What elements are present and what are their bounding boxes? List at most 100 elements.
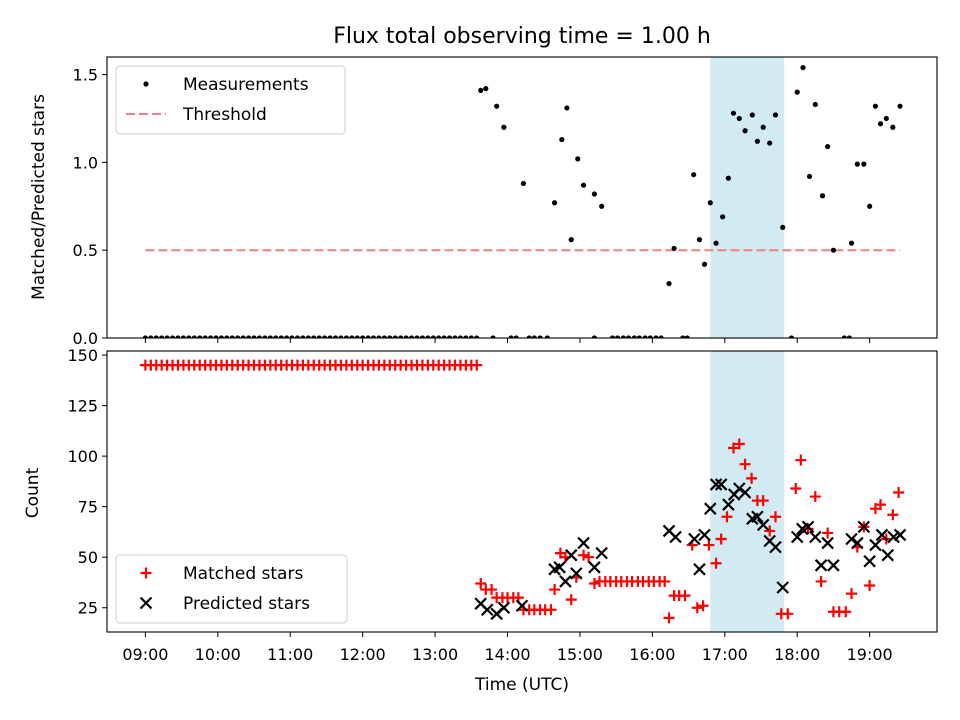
measurement-point <box>520 180 527 187</box>
measurement-point <box>625 335 632 338</box>
measurement-point <box>508 335 514 338</box>
predicted-star-marker <box>790 530 804 544</box>
measurement-point <box>854 161 860 167</box>
predicted-star-marker <box>559 575 572 588</box>
measurement-point <box>772 112 779 118</box>
measurement-point <box>457 335 464 338</box>
matched-star-marker <box>578 549 590 561</box>
bottom-legend: Matched stars Predicted stars <box>115 554 348 624</box>
measurement-point <box>872 103 879 109</box>
measurement-point <box>164 335 170 338</box>
measurement-point <box>658 335 664 338</box>
top-observing-window-span <box>710 57 785 338</box>
x-tick-label: 10:00 <box>195 645 241 664</box>
measurement-point <box>890 124 896 130</box>
measurement-point <box>153 335 159 338</box>
measurement-point <box>631 335 637 338</box>
measurement-point <box>370 335 377 338</box>
measurement-point <box>575 156 581 162</box>
predicted-star-marker <box>480 603 494 617</box>
top-series-0 <box>142 64 903 338</box>
measurement-point <box>343 335 349 338</box>
matched-star-marker <box>486 584 498 596</box>
bottom-y-tick-label: 100 <box>67 447 98 466</box>
x-tick-label: 13:00 <box>412 645 458 664</box>
measurement-point <box>360 335 366 338</box>
measurement-point <box>224 335 230 338</box>
measurement-point <box>289 335 295 338</box>
matched-star-marker <box>691 602 703 614</box>
measurement-point <box>680 335 686 338</box>
predicted-star-marker <box>776 581 790 594</box>
measurement-point <box>327 335 333 338</box>
top-axes-frame <box>106 56 938 339</box>
x-tick-label: 14:00 <box>484 645 530 664</box>
measurement-point <box>278 335 284 338</box>
top-panel: 0.0 0.5 1.0 1.5 Measurements Threshold <box>73 56 938 348</box>
bottom-series-0 <box>139 359 905 624</box>
measurement-point <box>414 335 420 338</box>
measurement-point <box>691 172 697 178</box>
legend-box <box>115 65 346 135</box>
measurement-point <box>387 335 393 338</box>
predicted-star-marker <box>577 536 590 550</box>
measurement-point <box>229 335 235 338</box>
measurement-point <box>338 335 344 338</box>
predicted-star-marker <box>857 520 871 534</box>
predicted-star-marker <box>875 528 889 542</box>
measurement-point <box>788 335 795 338</box>
measurement-point <box>305 335 311 338</box>
measurement-point <box>240 335 246 338</box>
measurement-point <box>354 335 360 338</box>
predicted-star-marker <box>851 536 864 550</box>
measurement-point <box>846 335 852 338</box>
measurement-point <box>207 335 214 338</box>
predicted-star-marker <box>893 528 907 542</box>
measurement-point <box>392 335 398 338</box>
measurement-point <box>284 335 290 338</box>
bottom-y-tick-label: 25 <box>78 599 98 618</box>
measurement-point <box>273 335 279 338</box>
measurement-point <box>376 335 382 338</box>
measurement-point <box>526 335 532 338</box>
x-tick-label: 12:00 <box>340 645 386 664</box>
predicted-star-marker <box>669 530 682 544</box>
matched-star-marker <box>733 438 745 450</box>
measurement-point <box>767 140 773 146</box>
matched-star-marker <box>739 458 751 470</box>
bottom-y-tick-label: 150 <box>67 346 98 365</box>
x-tick-label: 09:00 <box>122 645 168 664</box>
matched-star-marker <box>802 523 814 535</box>
matched-star-marker <box>840 606 852 618</box>
top-y-axis-label: Matched/Predicted stars <box>29 94 49 300</box>
measurement-point <box>441 335 447 338</box>
measurement-point <box>294 335 301 338</box>
measurement-point <box>620 335 626 338</box>
measurement-point <box>349 335 355 338</box>
measurement-point <box>468 335 474 338</box>
measurement-point <box>754 138 760 144</box>
measurement-point <box>568 237 574 243</box>
matched-star-marker <box>475 577 487 589</box>
measurement-point <box>419 335 426 338</box>
bottom-panel: 25 50 75 100 125 150 09:00 10:00 11:00 12:00 13:00… <box>67 346 938 664</box>
measurement-point <box>537 335 543 338</box>
measurement-point <box>841 335 847 338</box>
measurement-point <box>262 335 268 338</box>
measurement-point <box>175 335 181 338</box>
predicted-star-marker <box>751 510 764 524</box>
measurement-point <box>213 335 219 338</box>
measurement-point <box>267 335 273 338</box>
measurement-point <box>180 335 187 338</box>
bottom-y-tick-label: 75 <box>78 498 98 517</box>
measurement-point <box>501 124 507 130</box>
measurement-point <box>819 193 826 199</box>
measurement-point <box>474 335 480 338</box>
measurement-point <box>861 161 867 167</box>
top-y-tick-label: 0.5 <box>73 241 98 260</box>
bottom-axes-frame <box>106 350 938 633</box>
predicted-star-marker <box>814 559 828 572</box>
measurement-point <box>599 203 605 209</box>
predicted-star-marker <box>827 559 840 572</box>
measurement-point <box>647 335 653 338</box>
